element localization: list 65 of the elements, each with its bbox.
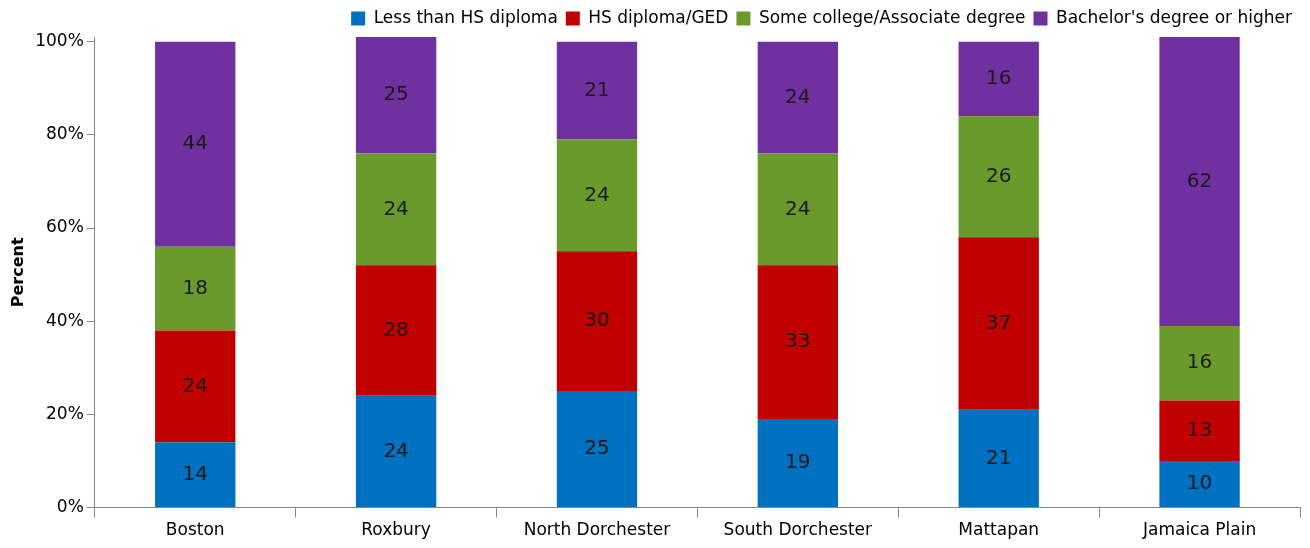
x-tick-label: Boston bbox=[165, 519, 225, 540]
bar bbox=[1159, 325, 1240, 401]
legend-label: HS diploma/GED bbox=[588, 6, 729, 27]
data-label: 16 bbox=[985, 65, 1012, 90]
data-label: 33 bbox=[785, 328, 811, 353]
bar bbox=[757, 265, 839, 420]
data-label: 24 bbox=[182, 372, 208, 397]
data-label: 37 bbox=[985, 309, 1012, 334]
data-label: 24 bbox=[584, 181, 610, 206]
bar bbox=[1159, 400, 1240, 462]
data-label: 25 bbox=[383, 81, 409, 106]
data-label: 28 bbox=[383, 316, 409, 341]
data-label: 19 bbox=[785, 449, 811, 474]
bar bbox=[355, 153, 437, 266]
bar bbox=[556, 41, 638, 140]
data-label: 26 bbox=[985, 162, 1012, 187]
bar bbox=[355, 395, 437, 508]
y-tick-label: 60% bbox=[46, 216, 84, 237]
bar bbox=[556, 139, 638, 252]
bar bbox=[757, 41, 839, 154]
data-label: 21 bbox=[985, 444, 1012, 469]
data-label: 21 bbox=[584, 76, 610, 101]
bar bbox=[355, 37, 437, 154]
x-tick-label: Roxbury bbox=[361, 519, 431, 540]
bar bbox=[757, 153, 839, 266]
data-label: 13 bbox=[1186, 416, 1213, 441]
bar bbox=[556, 391, 638, 508]
legend-label: Some college/Associate degree bbox=[758, 6, 1026, 27]
bar bbox=[155, 442, 236, 508]
bar bbox=[958, 116, 1039, 238]
data-label: 18 bbox=[182, 274, 208, 299]
data-label: 24 bbox=[785, 83, 811, 108]
data-label: 24 bbox=[383, 437, 409, 462]
data-label: 10 bbox=[1186, 470, 1213, 495]
data-label: 25 bbox=[584, 435, 610, 460]
data-label: 24 bbox=[785, 195, 811, 220]
bar bbox=[556, 251, 638, 392]
x-tick-label: Jamaica Plain bbox=[1141, 519, 1257, 540]
x-tick-label: North Dorchester bbox=[523, 519, 671, 540]
data-label: 16 bbox=[1186, 349, 1213, 374]
bar bbox=[155, 246, 236, 331]
y-tick-label: 0% bbox=[56, 496, 84, 517]
bar bbox=[1159, 37, 1240, 326]
bar bbox=[155, 41, 236, 247]
bar bbox=[1159, 461, 1240, 508]
data-label: 62 bbox=[1186, 167, 1213, 192]
x-tick-label: Mattapan bbox=[958, 519, 1040, 540]
data-label: 30 bbox=[584, 307, 610, 332]
bar bbox=[155, 330, 236, 443]
x-tick-label: South Dorchester bbox=[723, 519, 873, 540]
y-tick-label: 100% bbox=[35, 30, 84, 51]
bar bbox=[958, 409, 1039, 508]
bar bbox=[757, 419, 839, 508]
legend-label: Bachelor's degree or higher bbox=[1056, 6, 1293, 27]
bar bbox=[355, 265, 437, 396]
data-label: 24 bbox=[383, 195, 409, 220]
legend-label: Less than HS diploma bbox=[373, 6, 558, 27]
y-axis-title: Percent bbox=[7, 237, 27, 308]
y-tick-label: 20% bbox=[46, 402, 84, 423]
bar bbox=[958, 41, 1039, 117]
y-tick-label: 40% bbox=[46, 309, 84, 330]
y-tick-label: 80% bbox=[46, 123, 84, 144]
data-label: 44 bbox=[182, 130, 208, 155]
data-label: 14 bbox=[182, 460, 208, 485]
bar bbox=[958, 237, 1039, 410]
